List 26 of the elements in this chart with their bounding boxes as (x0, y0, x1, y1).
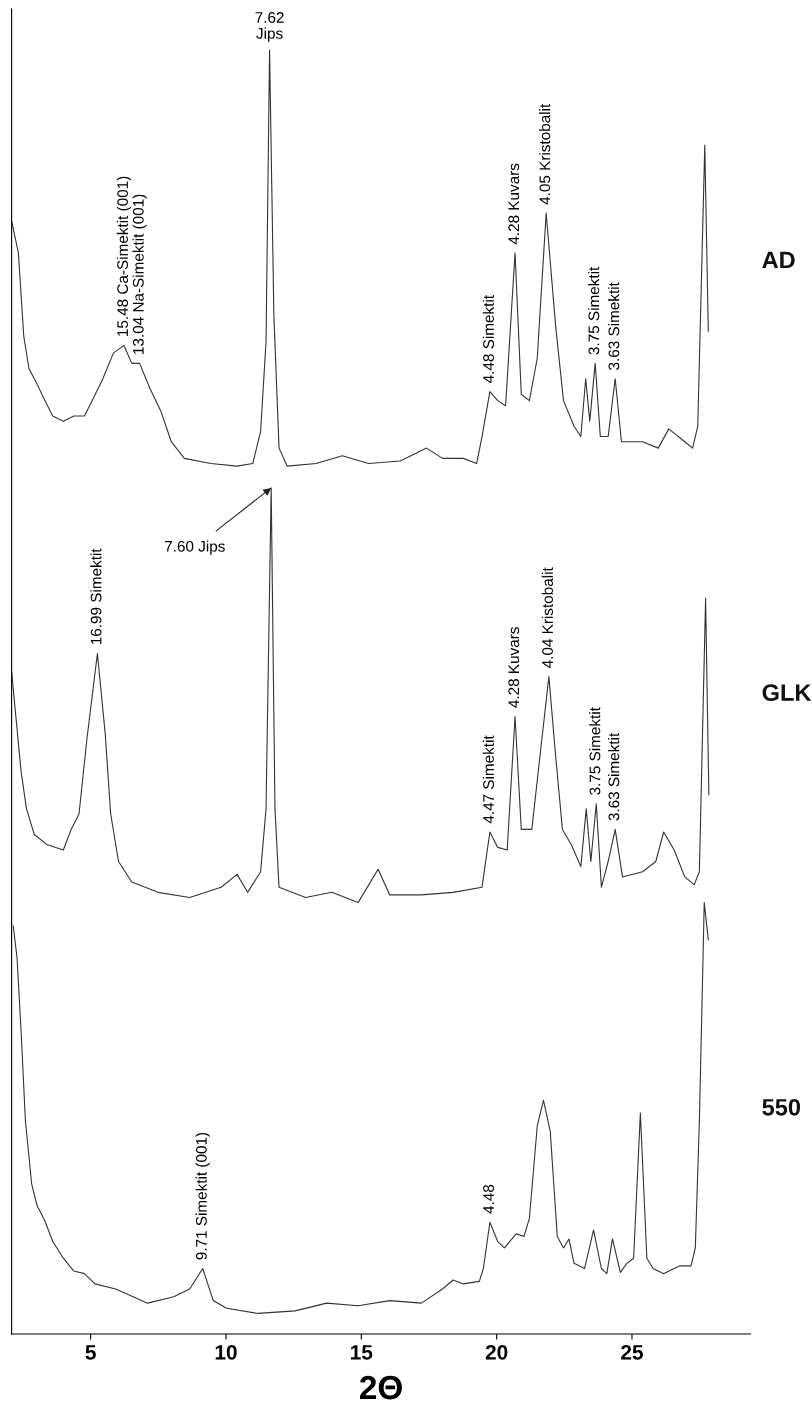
annotation: 4.28 Kuvars (508, 163, 520, 245)
annotation: 4.48 (483, 1184, 494, 1214)
annotation: 7.60 Jips (165, 540, 225, 555)
x-tick-label: 10 (215, 1344, 237, 1360)
x-tick-label: 15 (351, 1345, 373, 1360)
text: AD (762, 251, 795, 269)
annotation: 3.75 Simektit (588, 266, 600, 355)
annotation: 4.04 Kristobalit (541, 567, 553, 668)
x-axis-title: 2Θ (360, 1375, 402, 1400)
annotation: 4.47 Simektit (482, 735, 494, 824)
annotation: 3.75 Simektit (589, 707, 601, 795)
annotation: 9.71 Simektit (001) (195, 1132, 210, 1260)
x-tick-label: 5 (85, 1345, 96, 1360)
x-tick-label: 25 (621, 1344, 643, 1360)
annotation: 16.99 Simektit (90, 548, 102, 645)
annotation: 15.48 Ca-Simektit (001) (116, 176, 132, 336)
annotation: 4.05 Kristobalit (539, 103, 551, 205)
annotation: 4.48 Simektit (482, 295, 494, 383)
annotation: 3.63 Simektit (608, 282, 620, 370)
annotation: 13.04 Na-Simektit (001) (132, 194, 147, 354)
annotation: 7.62 Jips (255, 12, 284, 42)
text: 550 (762, 1098, 801, 1116)
x-tick-label: 20 (485, 1344, 508, 1360)
annotation: 3.63 Simektit (608, 732, 620, 821)
annotation: 4.28 Kuvars (508, 627, 520, 708)
text: GLK (762, 684, 812, 701)
